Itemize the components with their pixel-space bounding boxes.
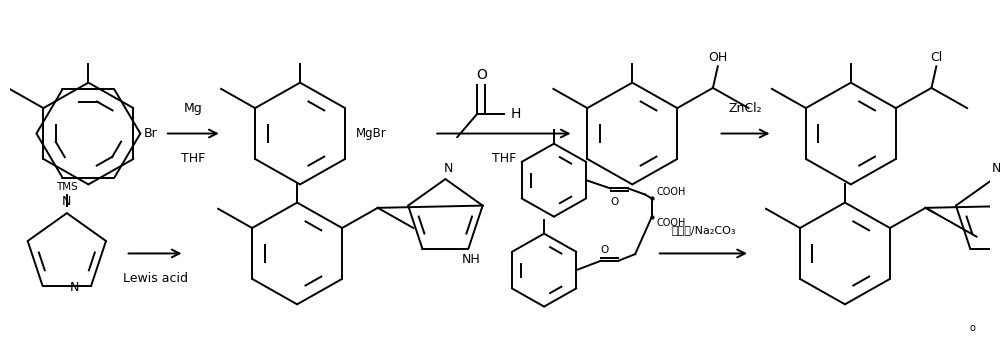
Text: TMS: TMS <box>56 183 78 193</box>
Text: NH: NH <box>462 253 481 265</box>
Text: THF: THF <box>492 152 516 165</box>
Text: N: N <box>70 281 79 294</box>
Text: 异丙醒/Na₂CO₃: 异丙醒/Na₂CO₃ <box>671 225 736 235</box>
Text: MgBr: MgBr <box>356 127 387 140</box>
Text: o: o <box>969 323 975 333</box>
Text: Br: Br <box>144 127 158 140</box>
Text: OH: OH <box>708 51 727 64</box>
Text: O: O <box>476 68 487 82</box>
Text: H: H <box>511 107 521 120</box>
Text: Mg: Mg <box>184 102 203 115</box>
Text: N: N <box>991 162 1000 175</box>
Text: Lewis acid: Lewis acid <box>123 272 188 285</box>
Text: ZnCl₂: ZnCl₂ <box>729 102 762 115</box>
Text: N: N <box>444 162 453 175</box>
Text: O: O <box>601 245 609 255</box>
Text: O: O <box>610 197 619 207</box>
Text: THF: THF <box>181 152 205 165</box>
Polygon shape <box>925 208 951 222</box>
Text: Cl: Cl <box>930 51 942 64</box>
Text: COOH: COOH <box>657 219 686 228</box>
Text: COOH: COOH <box>657 187 686 197</box>
Text: N: N <box>62 195 72 208</box>
